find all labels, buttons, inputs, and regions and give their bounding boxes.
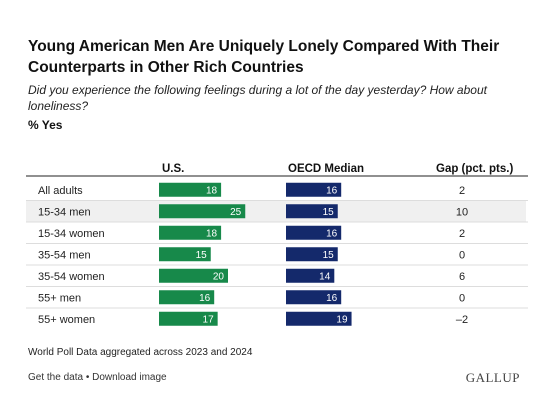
row-label: 15-34 men [38, 206, 91, 218]
us-bar-label: 17 [203, 314, 215, 325]
row-label: 55+ women [38, 314, 95, 326]
oecd-bar-label: 16 [326, 293, 338, 304]
row-highlight [26, 200, 526, 222]
us-bar [159, 182, 222, 197]
chart-title: Young American Men Are Uniquely Lonely C… [28, 38, 500, 76]
gap-column-header: Gap (pct. pts.) [436, 163, 514, 175]
footer-links: Get the data • Download image [28, 372, 167, 383]
oecd-bar-label: 16 [326, 185, 338, 196]
oecd-bar [286, 225, 342, 240]
download-image-link[interactable]: Download image [92, 372, 167, 383]
gap-value: 0 [459, 292, 465, 304]
gap-value: 6 [459, 271, 465, 283]
us-bar [159, 290, 215, 305]
oecd-bar-label: 16 [326, 228, 338, 239]
us-bar-label: 25 [230, 207, 242, 218]
gap-value: –2 [456, 314, 468, 326]
source-note: World Poll Data aggregated across 2023 a… [28, 347, 253, 358]
row-label: 35-54 women [38, 271, 105, 283]
unit-label: % Yes [28, 118, 63, 132]
us-bar-label: 15 [196, 250, 208, 261]
oecd-bar-label: 15 [323, 207, 335, 218]
chart-card: Young American Men Are Uniquely Lonely C… [16, 20, 534, 410]
oecd-bar [286, 268, 335, 283]
row-label: 55+ men [38, 292, 81, 304]
gap-value: 2 [459, 185, 465, 197]
gap-value: 10 [456, 206, 468, 218]
us-bar [159, 311, 218, 326]
oecd-bar-label: 15 [323, 250, 335, 261]
row-label: 15-34 women [38, 228, 105, 240]
row-label: 35-54 men [38, 249, 91, 261]
oecd-bar-label: 19 [336, 314, 348, 325]
us-bar [159, 225, 222, 240]
gap-value: 0 [459, 249, 465, 261]
oecd-bar [286, 182, 342, 197]
oecd-column-header: OECD Median [288, 163, 365, 175]
us-bar-label: 18 [206, 228, 218, 239]
oecd-bar [286, 204, 338, 219]
us-bar-label: 20 [213, 271, 225, 282]
bar-table-chart: All adults 18 16 2 15-34 men 25 15 10 15-34 wome… [26, 175, 528, 326]
us-bar [159, 268, 228, 283]
us-bar-label: 16 [199, 293, 211, 304]
us-bar [159, 204, 246, 219]
us-column-header: U.S. [162, 163, 185, 175]
separator-dot: • [85, 372, 90, 383]
row-label: All adults [38, 185, 83, 197]
chart-subtitle: Did you experience the following feeling… [28, 83, 487, 113]
us-bar [159, 247, 211, 262]
gallup-logo: GALLUP [465, 370, 520, 385]
oecd-bar [286, 247, 338, 262]
get-data-link[interactable]: Get the data [28, 372, 84, 383]
gap-value: 2 [459, 228, 465, 240]
oecd-bar [286, 290, 342, 305]
oecd-bar [286, 311, 352, 326]
oecd-bar-label: 14 [319, 271, 331, 282]
us-bar-label: 18 [206, 185, 218, 196]
